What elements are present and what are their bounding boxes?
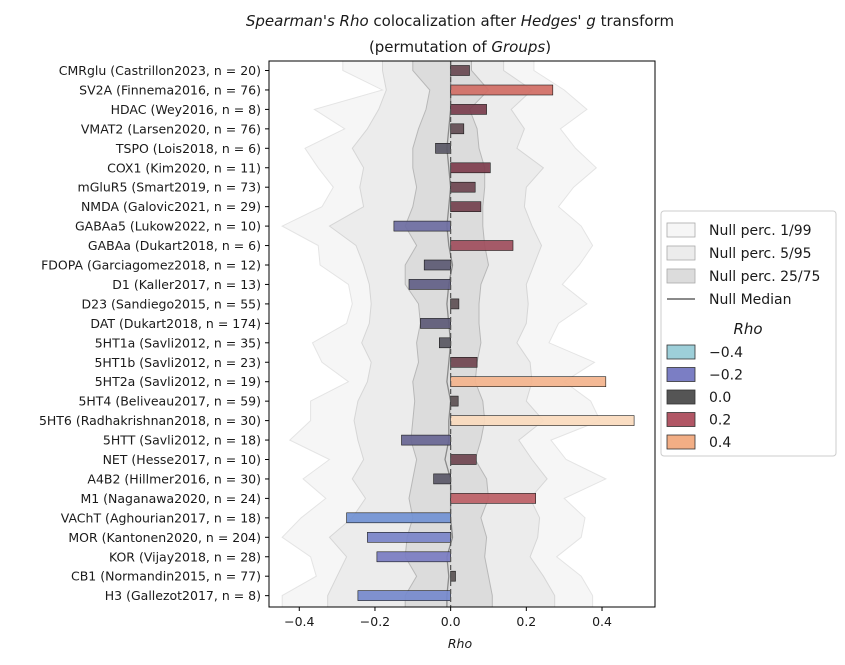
bar (438, 337, 451, 349)
bar-series (346, 65, 635, 601)
x-tick-label: −0.4 (284, 614, 314, 629)
legend-swatch (666, 222, 696, 238)
bar (435, 143, 451, 154)
x-tick-labels: −0.4 −0.2 0.0 0.2 0.4 (284, 614, 612, 629)
y-tick-label: GABAa5 (Lukow2022, n = 10) (75, 219, 261, 234)
bar (450, 454, 477, 465)
legend-label: −0.4 (709, 345, 743, 361)
legend-swatch (666, 389, 696, 405)
y-tick-label: H3 (Gallezot2017, n = 8) (105, 588, 261, 603)
bar (450, 84, 554, 96)
y-tick-label: 5HTT (Savli2012, n = 18) (103, 433, 261, 448)
y-tick-label: 5HT1b (Savli2012, n = 23) (94, 355, 261, 370)
y-tick-label: SV2A (Finnema2016, n = 76) (79, 82, 261, 97)
y-tick-label: TSPO (Lois2018, n = 6) (115, 141, 261, 156)
legend-label: 0.2 (709, 413, 731, 429)
y-tick-label: M1 (Naganawa2020, n = 24) (80, 491, 261, 506)
bar (367, 531, 451, 543)
bar (401, 434, 452, 446)
x-tick-label: −0.2 (360, 614, 390, 629)
legend-swatch (666, 412, 696, 427)
x-tick-label: 0.2 (516, 614, 536, 629)
legend-label: Null perc. 25/75 (709, 269, 820, 285)
bar (408, 279, 451, 290)
category-labels: CMRglu (Castrillon2023, n = 20) SV2A (Fin… (39, 63, 261, 603)
bar (393, 220, 451, 232)
legend: Null perc. 1/99 Null perc. 5/95 Null perc.… (660, 210, 837, 457)
legend-label: 0.4 (709, 435, 731, 451)
legend-swatch (666, 434, 696, 450)
bar (450, 376, 607, 388)
bar (450, 240, 514, 251)
y-tick-label: A4B2 (Hillmer2016, n = 30) (87, 471, 261, 486)
y-tick-label: HDAC (Wey2016, n = 8) (111, 102, 261, 117)
y-tick-label: GABAa (Dukart2018, n = 6) (88, 238, 261, 253)
axes (265, 60, 656, 611)
legend-label: −0.2 (709, 368, 743, 384)
bar (450, 181, 476, 193)
bar (376, 551, 451, 563)
chart-title-line2: (permutation of Groups) (369, 38, 551, 56)
legend-swatch (666, 245, 696, 261)
legend-swatch (666, 268, 696, 284)
null-bands (281, 61, 607, 607)
bar (450, 201, 482, 212)
bar (450, 415, 635, 426)
y-tick-label: FDOPA (Garciagomez2018, n = 12) (41, 258, 261, 273)
y-tick-label: CB1 (Normandin2015, n = 77) (71, 569, 261, 584)
y-tick-label: NMDA (Galovic2021, n = 29) (81, 199, 261, 214)
bar (450, 123, 465, 135)
bar (450, 395, 459, 407)
y-tick-label: DAT (Dukart2018, n = 174) (90, 316, 261, 331)
y-tick-label: CMRglu (Castrillon2023, n = 20) (59, 63, 261, 78)
y-tick-label: MOR (Kantonen2020, n = 204) (68, 530, 261, 545)
chart-title-line1: Spearman's Rho colocalization after Hedg… (246, 12, 674, 30)
x-tick-label: 0.4 (592, 614, 612, 629)
bar (450, 298, 460, 310)
y-tick-label: NET (Hesse2017, n = 10) (103, 452, 261, 467)
bar (433, 473, 451, 485)
legend-label: Null perc. 5/95 (709, 246, 812, 262)
bar (450, 65, 470, 76)
y-tick-label: 5HT6 (Radhakrishnan2018, n = 30) (39, 413, 261, 428)
bar (423, 259, 452, 271)
legend-label: Null perc. 1/99 (709, 223, 812, 239)
plot-frame (268, 60, 656, 608)
y-tick-label: VAChT (Aghourian2017, n = 18) (61, 510, 261, 525)
legend-frame (660, 210, 837, 457)
y-tick-label: D1 (Kaller2017, n = 13) (112, 277, 261, 292)
legend-rho-title: Rho (733, 320, 762, 338)
y-tick-label: VMAT2 (Larsen2020, n = 76) (81, 121, 261, 136)
bar (420, 318, 451, 329)
y-tick-label: mGluR5 (Smart2019, n = 73) (78, 180, 261, 195)
legend-label: 0.0 (709, 390, 731, 406)
bar (450, 104, 487, 115)
bar (346, 512, 452, 524)
bar (450, 162, 491, 174)
legend-label: Null Median (709, 292, 792, 308)
legend-swatch (666, 367, 696, 382)
bar (357, 590, 451, 601)
y-tick-label: COX1 (Kim2020, n = 11) (107, 160, 261, 175)
y-tick-label: D23 (Sandiego2015, n = 55) (82, 296, 261, 311)
bar (450, 493, 537, 504)
bar (450, 570, 456, 582)
y-tick-label: 5HT4 (Beliveau2017, n = 59) (78, 394, 261, 409)
y-tick-label: 5HT1a (Savli2012, n = 35) (95, 335, 261, 350)
y-tick-label: KOR (Vijay2018, n = 28) (109, 549, 261, 564)
y-tick-label: 5HT2a (Savli2012, n = 19) (95, 374, 261, 389)
x-tick-label: 0.0 (441, 614, 461, 629)
x-axis-label: Rho (448, 636, 473, 651)
legend-swatch (666, 344, 696, 360)
bar (450, 356, 478, 368)
